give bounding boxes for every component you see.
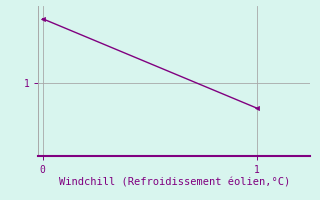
X-axis label: Windchill (Refroidissement éolien,°C): Windchill (Refroidissement éolien,°C): [59, 178, 290, 188]
